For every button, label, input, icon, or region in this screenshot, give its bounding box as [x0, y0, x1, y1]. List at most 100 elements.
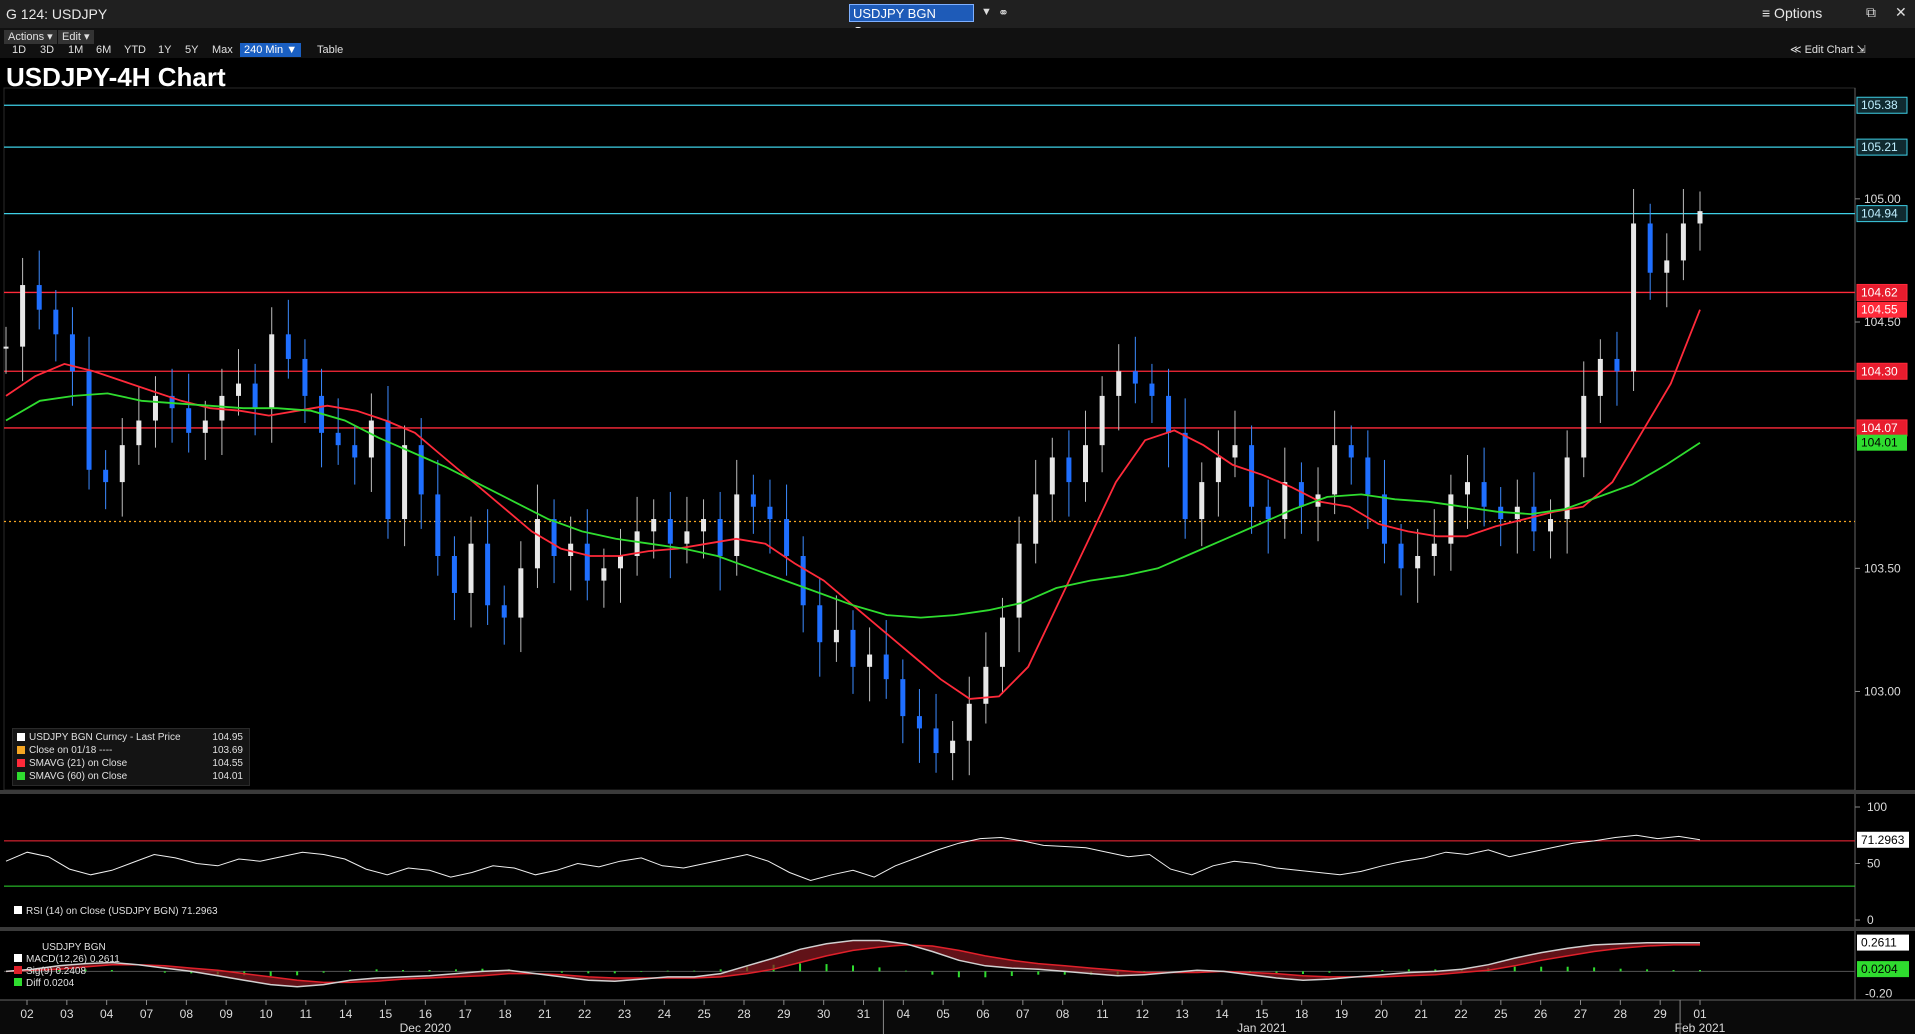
chart-canvas: 105.00 104.50 103.50 103.00 105.38 105.21 104.… [0, 87, 1915, 1034]
table-button[interactable]: Table [317, 44, 344, 56]
range-1d[interactable]: 1D [12, 44, 27, 56]
legend-item-smavg21: SMAVG (21) on Close 104.55 [17, 757, 245, 770]
x-tick-label: 10 [259, 1007, 273, 1021]
price-bar [1348, 445, 1354, 458]
macd-legend-row: Sig(9) 0.2408 [14, 966, 120, 978]
legend-swatch [17, 772, 25, 781]
options-menu[interactable]: ≡ Options [1762, 5, 1823, 21]
range-max[interactable]: Max [212, 44, 233, 56]
price-bar [518, 568, 524, 618]
range-ytd[interactable]: YTD [124, 44, 146, 56]
price-bar [1282, 482, 1288, 520]
price-bar [3, 346, 9, 349]
price-bar [551, 519, 557, 556]
price-bar [800, 556, 806, 606]
rsi-legend: RSI (14) on Close (USDJPY BGN) 71.2963 [14, 906, 218, 917]
range-240min[interactable]: 240 Min ▼ [240, 43, 302, 57]
price-bar [252, 383, 258, 409]
macd-value-box [1857, 934, 1909, 951]
price-bar [1332, 445, 1338, 495]
legend-item-close-ref: Close on 01/18 ---- 103.69 [17, 744, 245, 757]
x-tick-label: 16 [419, 1007, 433, 1021]
price-bar [119, 445, 125, 483]
x-tick-label: 02 [20, 1007, 34, 1021]
x-tick-label: 15 [379, 1007, 393, 1021]
y-tick-label: 105.00 [1864, 192, 1901, 206]
main-panel [3, 87, 1856, 791]
x-tick-label: 08 [1056, 1007, 1070, 1021]
y-tick-label: 103.50 [1864, 561, 1901, 575]
price-bar [900, 679, 906, 717]
price-bar [1298, 482, 1304, 507]
y-tick-label: 104.50 [1864, 315, 1901, 329]
price-bar [468, 543, 474, 593]
window-ticker: G 124: USDJPY [6, 6, 108, 22]
range-1m[interactable]: 1M [68, 44, 84, 56]
x-tick-label: 27 [1574, 1007, 1588, 1021]
close-icon[interactable]: ✕ [1895, 4, 1907, 20]
price-bar [1149, 383, 1155, 396]
price-bar [999, 617, 1005, 667]
price-bar [833, 629, 839, 643]
actions-menu[interactable]: Actions ▾ [4, 30, 57, 44]
x-tick-label: 14 [1215, 1007, 1229, 1021]
price-bar [750, 494, 756, 507]
price-bar [53, 309, 59, 335]
range-6m[interactable]: 6M [96, 44, 112, 56]
price-bar [1664, 260, 1670, 273]
price-bar [850, 629, 856, 667]
link-icon[interactable]: ⚭ [998, 5, 1009, 20]
level-label: 104.62 [1861, 285, 1898, 299]
price-bar [219, 395, 225, 421]
price-bar [1448, 494, 1454, 544]
price-bar [352, 445, 358, 458]
price-bar [1083, 445, 1089, 483]
x-month-label: Feb 2021 [1675, 1021, 1726, 1034]
x-tick-label: 29 [777, 1007, 791, 1021]
security-dropdown-icon[interactable]: ▼ [981, 6, 992, 18]
price-bar [1215, 457, 1221, 483]
price-bar [667, 519, 673, 544]
price-bar [933, 728, 939, 754]
level-label-box [1856, 283, 1908, 301]
x-tick-label: 04 [897, 1007, 911, 1021]
price-bar [1597, 358, 1603, 396]
price-bar [1365, 457, 1371, 495]
price-bar [883, 654, 889, 680]
chart-legend: USDJPY BGN Curncy - Last Price 104.95 Clo… [12, 728, 250, 786]
price-bar [534, 519, 540, 569]
macd-legend-title: USDJPY BGN [42, 942, 106, 953]
macd-legend: USDJPY BGN MACD(12,26) 0.2611 Sig(9) 0.2… [14, 942, 120, 990]
price-bar [385, 420, 391, 520]
rsi-tick-label: 100 [1867, 800, 1887, 814]
range-3d[interactable]: 3D [40, 44, 55, 56]
price-bar [1066, 457, 1072, 483]
x-tick-label: 01 [1693, 1007, 1707, 1021]
edit-chart-button[interactable]: ≪ Edit Chart ⇲ [1790, 44, 1866, 56]
x-tick-label: 18 [1295, 1007, 1309, 1021]
price-bar [86, 371, 92, 470]
x-tick-label: 11 [300, 1007, 313, 1021]
rsi-tick-label: 0 [1867, 913, 1874, 927]
range-5y[interactable]: 5Y [185, 44, 199, 56]
legend-item-smavg60: SMAVG (60) on Close 104.01 [17, 770, 245, 783]
x-tick-label: 11 [1096, 1007, 1109, 1021]
edit-menu[interactable]: Edit ▾ [58, 30, 94, 44]
macd-value-label: 0.0204 [1861, 962, 1898, 976]
price-bar [1481, 482, 1487, 507]
price-bar [368, 420, 374, 458]
restore-icon[interactable]: ⧉ [1866, 4, 1876, 20]
end-value-label: 104.01 [1861, 436, 1898, 450]
price-bar [966, 703, 972, 741]
price-bar [867, 654, 873, 667]
price-bar [1199, 482, 1205, 520]
x-month-label: Dec 2020 [400, 1021, 452, 1034]
x-axis-band [0, 1000, 1915, 1034]
range-1y[interactable]: 1Y [158, 44, 172, 56]
level-label: 105.21 [1861, 140, 1898, 154]
security-input[interactable]: USDJPY BGN Curncy [849, 4, 974, 39]
legend-swatch [17, 746, 25, 755]
panel-divider [0, 927, 1915, 931]
price-bar [767, 506, 773, 520]
x-tick-label: 25 [1494, 1007, 1508, 1021]
